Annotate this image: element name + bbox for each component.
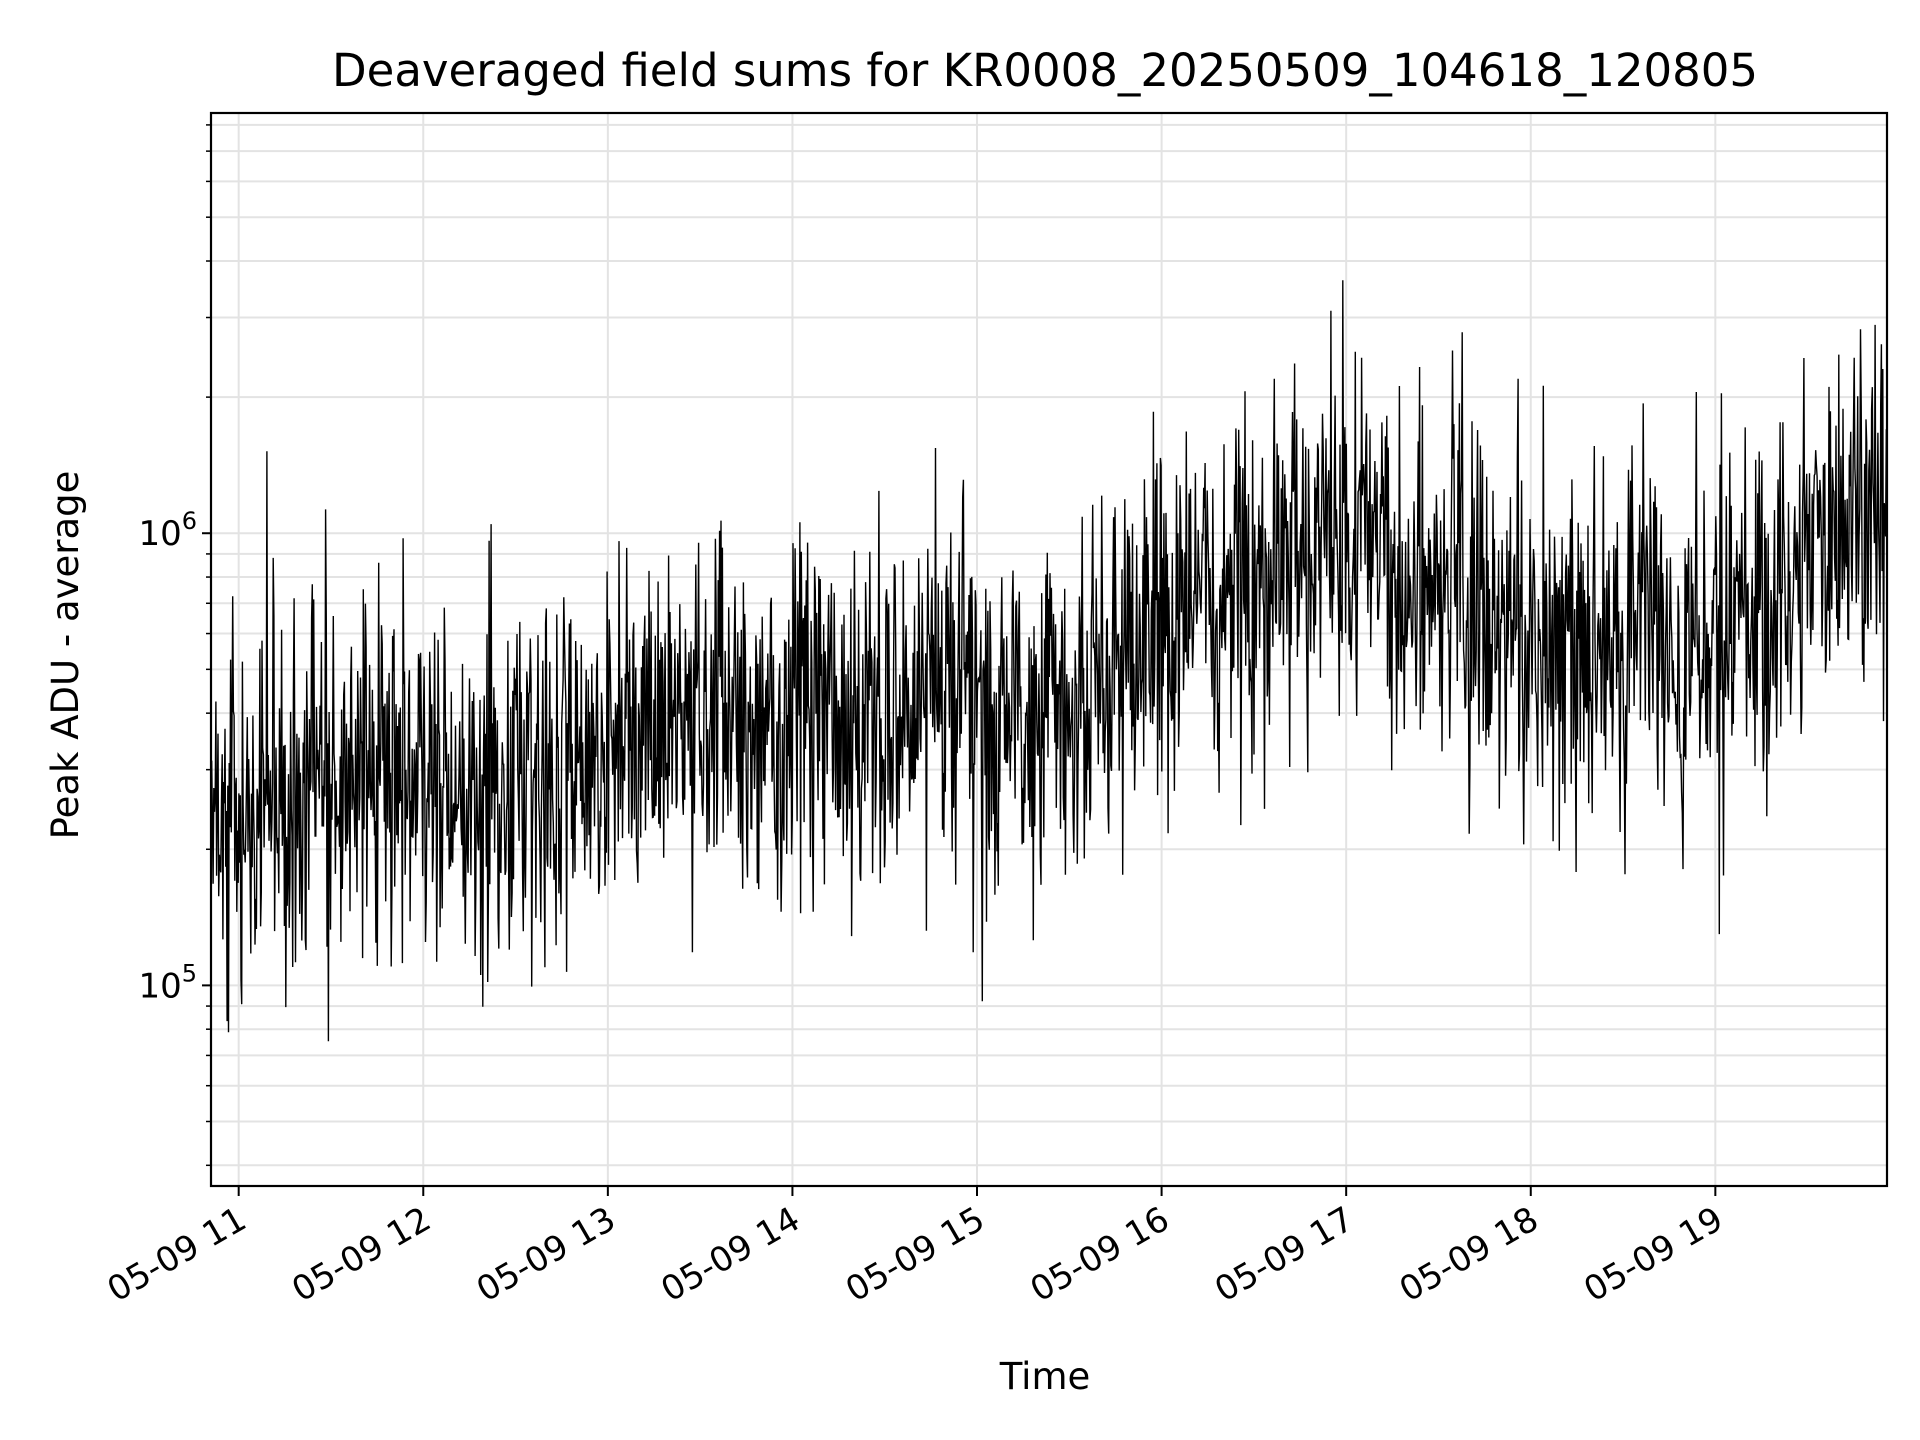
y-tick-label: 105 — [138, 959, 197, 1006]
series-line-group — [210, 280, 1888, 1042]
y-axis-label: Peak ADU - average — [44, 471, 87, 840]
plot-frame — [209, 111, 1889, 1188]
series-line — [210, 280, 1888, 1042]
x-axis-label: Time — [999, 1355, 1091, 1398]
chart-title: Deaveraged field sums for KR0008_2025050… — [332, 44, 1758, 97]
y-tick-label: 106 — [138, 507, 197, 554]
